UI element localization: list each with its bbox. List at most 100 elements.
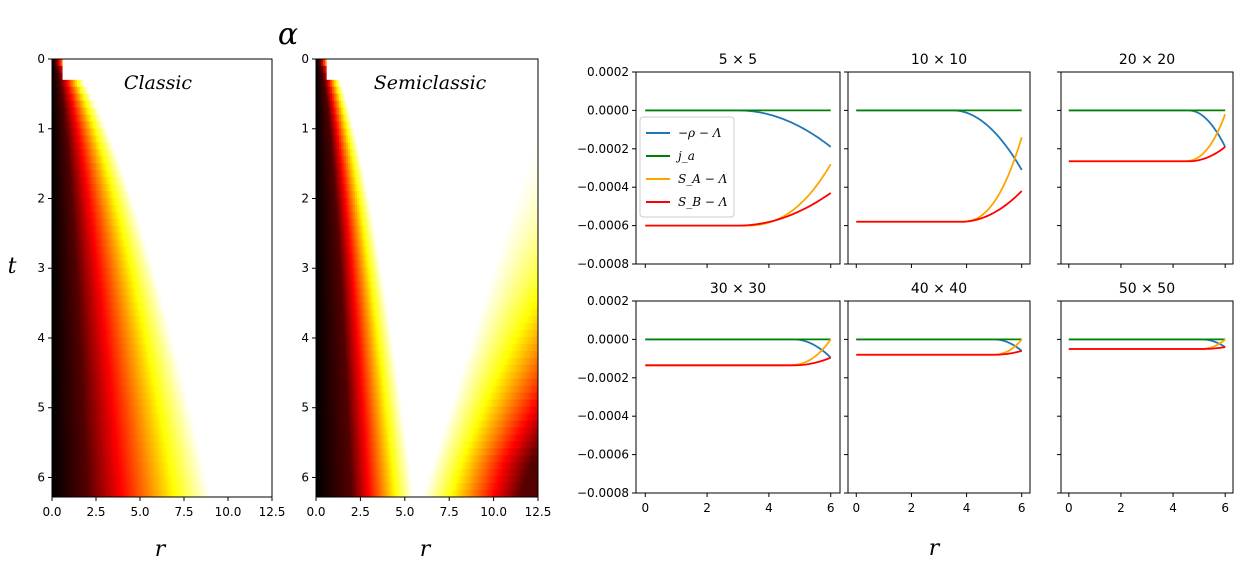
heatmap-cell bbox=[59, 170, 62, 178]
heatmap-cell bbox=[270, 72, 273, 81]
heatmap-cell bbox=[101, 59, 104, 67]
heatmap-cell bbox=[189, 128, 192, 136]
heatmap-cell bbox=[110, 156, 113, 164]
heatmap-cell bbox=[62, 177, 65, 185]
heatmap-cell bbox=[224, 142, 227, 150]
heatmap-cell bbox=[184, 59, 187, 67]
heatmap-cell bbox=[81, 114, 85, 122]
heatmap-cell bbox=[122, 100, 125, 109]
heatmap-cell bbox=[182, 93, 185, 102]
heatmap-cell bbox=[88, 135, 92, 143]
heatmap-cell bbox=[203, 59, 206, 67]
heatmap-cell bbox=[198, 79, 201, 88]
heatmap-cell bbox=[110, 107, 113, 116]
heatmap-cell bbox=[88, 163, 92, 171]
heatmap-cell bbox=[224, 86, 227, 95]
heatmap-cell bbox=[182, 163, 185, 171]
heatmap-cell bbox=[162, 149, 166, 157]
heatmap-cell bbox=[120, 121, 123, 129]
heatmap-cell bbox=[178, 107, 181, 116]
heatmap-cell bbox=[103, 72, 106, 81]
heatmap-cell bbox=[88, 177, 92, 185]
heatmap-cell bbox=[212, 93, 215, 102]
heatmap-cell bbox=[103, 59, 106, 67]
heatmap-cell bbox=[136, 156, 139, 164]
heatmap-cell bbox=[208, 149, 211, 157]
heatmap-cell bbox=[192, 79, 195, 88]
heatmap-cell bbox=[238, 59, 241, 67]
heatmap-cell bbox=[212, 107, 215, 116]
heatmap-cell bbox=[210, 86, 213, 95]
heatmap-cell bbox=[176, 121, 180, 129]
heatmap-cell bbox=[147, 128, 150, 136]
heatmap-cell bbox=[108, 100, 111, 109]
heatmap-cell bbox=[240, 135, 243, 143]
heatmap-cell bbox=[196, 135, 199, 143]
heatmap-cell bbox=[185, 59, 188, 67]
heatmap-cell bbox=[90, 107, 93, 116]
heatmap-cell bbox=[169, 135, 173, 143]
heatmap-cell bbox=[157, 86, 160, 95]
heatmap-cell bbox=[113, 107, 116, 116]
heatmap-cell bbox=[233, 149, 236, 157]
heatmap-cell bbox=[171, 107, 174, 116]
heatmap-cell bbox=[166, 149, 169, 157]
heatmap-cell bbox=[210, 121, 213, 129]
heatmap-cell bbox=[217, 107, 220, 116]
heatmap-cell bbox=[140, 170, 143, 178]
heatmap-cell bbox=[59, 149, 62, 157]
heatmap-cell bbox=[250, 65, 254, 74]
heatmap-cell bbox=[168, 156, 171, 164]
heatmap-cell bbox=[257, 149, 261, 157]
heatmap-cell bbox=[90, 79, 93, 88]
heatmap-cell bbox=[59, 114, 62, 122]
heatmap-cell bbox=[245, 170, 248, 178]
heatmap-cell bbox=[236, 59, 239, 67]
heatmap-cell bbox=[104, 114, 107, 122]
heatmap-cell bbox=[212, 114, 215, 122]
heatmap-cell bbox=[220, 65, 224, 74]
heatmap-cell bbox=[184, 79, 187, 88]
heatmap-cell bbox=[64, 86, 67, 95]
heatmap-cell bbox=[171, 100, 174, 109]
heatmap-cell bbox=[152, 72, 155, 81]
heatmap-cell bbox=[189, 170, 192, 178]
heatmap-cell bbox=[173, 149, 176, 157]
heatmap-cell bbox=[74, 149, 78, 157]
heatmap-cell bbox=[90, 163, 93, 171]
heatmap-cell bbox=[59, 65, 62, 74]
heatmap-cell bbox=[222, 65, 225, 74]
heatmap-cell bbox=[206, 170, 210, 178]
heatmap-cell bbox=[191, 128, 194, 136]
heatmap-cell bbox=[120, 163, 123, 171]
heatmap-cell bbox=[162, 114, 166, 122]
heatmap-cell bbox=[148, 93, 151, 102]
heatmap-cell bbox=[263, 72, 266, 81]
heatmap-cell bbox=[122, 121, 125, 129]
heatmap-cell bbox=[60, 114, 63, 122]
heatmap-cell bbox=[185, 72, 188, 81]
heatmap-cell bbox=[245, 149, 248, 157]
heatmap-cell bbox=[111, 100, 114, 109]
heatmap-cell bbox=[136, 93, 139, 102]
heatmap-cell bbox=[270, 93, 273, 102]
heatmap-cell bbox=[52, 79, 55, 88]
heatmap-cell bbox=[187, 170, 190, 178]
heatmap-cell bbox=[60, 93, 63, 102]
heatmap-cell bbox=[224, 65, 227, 74]
heatmap-cell bbox=[189, 149, 192, 157]
heatmap-cell bbox=[154, 156, 157, 164]
heatmap-cell bbox=[270, 156, 273, 164]
heatmap-cell bbox=[226, 149, 229, 157]
heatmap-cell bbox=[99, 100, 102, 109]
heatmap-cell bbox=[154, 107, 157, 116]
heatmap-cell bbox=[125, 177, 129, 185]
heatmap-cell bbox=[73, 79, 76, 88]
heatmap-cell bbox=[240, 163, 243, 171]
heatmap-cell bbox=[81, 59, 85, 67]
heatmap-cell bbox=[148, 121, 151, 129]
heatmap-cell bbox=[94, 142, 97, 150]
heatmap-cell bbox=[180, 121, 183, 129]
heatmap-cell bbox=[252, 107, 255, 116]
heatmap-cell bbox=[161, 121, 164, 129]
